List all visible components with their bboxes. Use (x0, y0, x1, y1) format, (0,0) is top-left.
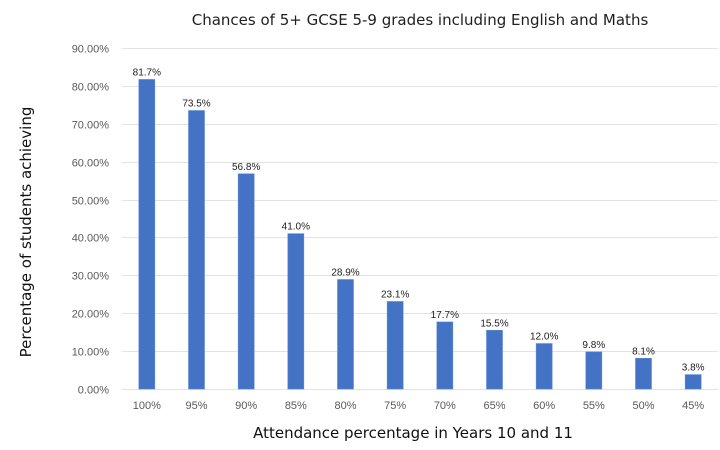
data-label: 28.9% (331, 268, 359, 279)
bar (684, 374, 702, 390)
bar (386, 301, 404, 390)
bar (436, 321, 454, 390)
bar (635, 358, 652, 390)
data-label: 3.8% (682, 363, 705, 374)
y-axis-title: Percentage of students achieving (17, 107, 35, 358)
x-tick-label: 90% (235, 400, 257, 412)
data-label: 8.1% (632, 346, 655, 357)
y-tick-label: 30.00% (72, 271, 110, 283)
x-tick-label: 75% (384, 400, 406, 412)
x-axis-ticks: 100% 95% 90% 85% 80% 75% 70% 65% 60% 55% 50% 45% (133, 400, 705, 412)
y-tick-label: 60.00% (72, 158, 110, 170)
x-axis-title: Attendance percentage in Years 10 and 11 (253, 424, 573, 442)
bar (337, 279, 354, 390)
bar (188, 110, 205, 390)
y-tick-label: 0.00% (78, 385, 109, 397)
y-tick-label: 70.00% (72, 120, 110, 132)
x-tick-label: 45% (682, 400, 704, 412)
data-label: 56.8% (232, 162, 260, 173)
x-tick-label: 55% (583, 400, 605, 412)
bar (138, 79, 156, 390)
data-label: 12.0% (530, 332, 558, 343)
x-tick-label: 60% (533, 400, 555, 412)
data-label: 41.0% (282, 222, 310, 233)
x-tick-label: 85% (285, 400, 307, 412)
x-tick-label: 95% (185, 400, 207, 412)
x-tick-label: 80% (334, 400, 356, 412)
bars (138, 79, 702, 390)
x-tick-label: 65% (483, 400, 505, 412)
y-tick-label: 10.00% (72, 347, 110, 359)
y-tick-label: 40.00% (72, 233, 110, 245)
x-tick-label: 50% (632, 400, 654, 412)
data-label: 23.1% (381, 289, 409, 300)
data-labels: 81.7% 73.5% 56.8% 41.0% 28.9% 23.1% 17.7% 15.5%… (133, 67, 705, 373)
gridlines (122, 48, 718, 390)
data-label: 81.7% (133, 67, 161, 78)
y-tick-label: 20.00% (72, 309, 110, 321)
bar (287, 233, 305, 390)
x-tick-label: 100% (133, 400, 161, 412)
data-label: 9.8% (582, 340, 605, 351)
y-tick-label: 50.00% (72, 196, 110, 208)
bar (535, 343, 553, 390)
bar (585, 351, 603, 390)
y-tick-label: 90.00% (72, 44, 110, 56)
x-tick-label: 70% (434, 400, 456, 412)
chart-title: Chances of 5+ GCSE 5-9 grades including … (192, 11, 649, 29)
y-axis-ticks: 0.00% 10.00% 20.00% 30.00% 40.00% 50.00% 60.00… (72, 44, 110, 397)
bar (237, 173, 255, 390)
data-label: 15.5% (480, 318, 508, 329)
data-label: 17.7% (431, 310, 459, 321)
data-label: 73.5% (182, 99, 210, 110)
y-tick-label: 80.00% (72, 82, 110, 94)
bar (486, 329, 503, 390)
